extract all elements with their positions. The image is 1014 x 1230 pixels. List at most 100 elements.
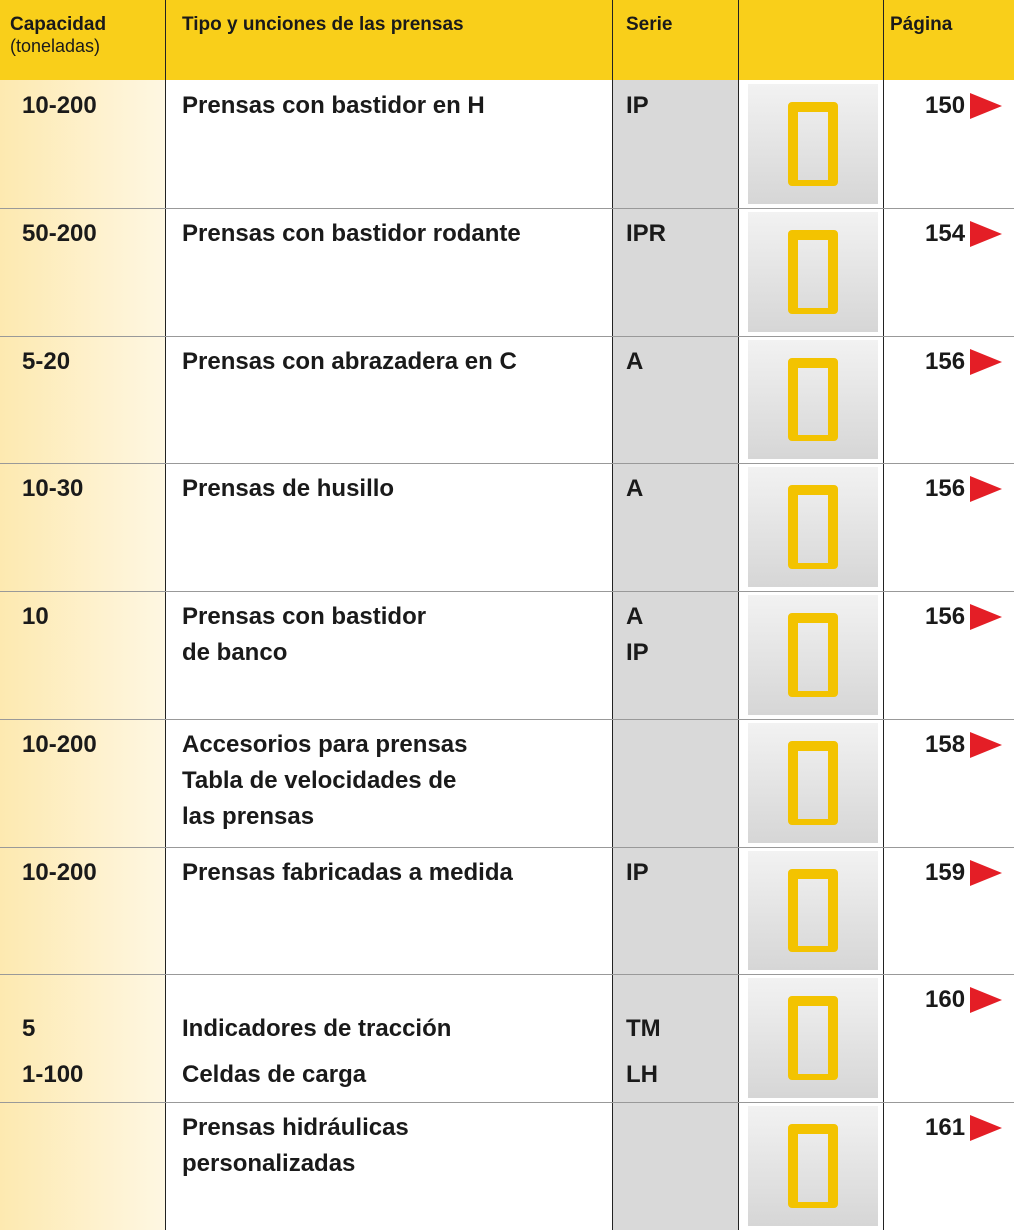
header-series: Serie xyxy=(626,14,673,35)
type-line: Celdas de carga xyxy=(182,1061,367,1089)
capacity: 10-200 xyxy=(22,855,97,891)
capacity-column xyxy=(0,80,165,1230)
type-line: Prensas con bastidor rodante xyxy=(182,219,521,247)
product-image xyxy=(748,1106,878,1226)
capacity: 10-30 xyxy=(22,471,83,507)
page-number: 154 xyxy=(925,219,966,247)
page-arrow xyxy=(970,348,1002,375)
page-arrow xyxy=(970,731,1002,758)
page-arrow xyxy=(970,1115,1002,1142)
capacity: 5-20 xyxy=(22,344,70,380)
type-line: Prensas hidráulicas xyxy=(182,1114,409,1142)
row-rule xyxy=(0,718,1014,720)
page-arrow xyxy=(970,220,1002,247)
header-cell: Capacidad (toneladas) xyxy=(10,14,106,57)
product-image xyxy=(748,850,878,971)
series-line: IP xyxy=(626,858,649,886)
page-arrow xyxy=(970,476,1002,503)
series-line: A xyxy=(626,603,644,631)
capacity-line: 5 xyxy=(22,1015,36,1043)
type-line: de banco xyxy=(182,639,288,667)
series-line: IP xyxy=(626,92,649,119)
type-line: Prensas con bastidor en H xyxy=(182,92,485,119)
header-band xyxy=(0,0,1014,80)
type: Indicadores de tracción Celdas de carga xyxy=(182,1006,451,1098)
type: Prensas de husillo xyxy=(182,471,394,507)
series: A xyxy=(626,344,643,380)
row-rule xyxy=(0,463,1014,465)
page-number: 156 xyxy=(925,603,966,631)
type-line: Accesorios para prensas xyxy=(182,730,468,758)
product-shape xyxy=(788,868,838,953)
product-image xyxy=(748,595,878,715)
row-rule xyxy=(0,335,1014,337)
capacity-line: 10-200 xyxy=(22,858,97,886)
product-image xyxy=(748,978,878,1099)
type: Prensas con bastidor en H xyxy=(182,88,485,124)
product-image xyxy=(748,722,878,843)
product-shape xyxy=(788,357,838,442)
product-shape xyxy=(788,101,838,186)
page-number: 156 xyxy=(925,475,966,503)
header-type: Tipo y unciones de las prensas xyxy=(182,14,464,35)
column-rule xyxy=(738,0,739,1230)
page-arrow xyxy=(970,93,1002,119)
product-shape xyxy=(788,485,838,570)
row-rule xyxy=(0,846,1014,848)
capacity: 10-200 xyxy=(22,88,97,124)
series-line: A xyxy=(626,475,644,503)
series: A xyxy=(626,471,643,507)
type-line: Prensas con abrazadera en C xyxy=(182,347,517,375)
page-number: 158 xyxy=(925,730,966,758)
series: A IP xyxy=(626,599,649,671)
row-rule xyxy=(0,1102,1014,1104)
product-image xyxy=(748,84,878,204)
product-shape xyxy=(788,740,838,825)
page-number: 159 xyxy=(925,858,966,886)
series-line: LH xyxy=(626,1061,658,1089)
page-arrow xyxy=(970,859,1002,886)
column-rule xyxy=(883,0,884,1230)
type: Prensas con bastidor rodante xyxy=(182,216,521,252)
column-rule xyxy=(612,0,613,1230)
series: TM LH xyxy=(626,1006,661,1098)
header-page: Página xyxy=(890,14,953,35)
type-line: las prensas xyxy=(182,802,315,830)
type-line: Tabla de velocidades de xyxy=(182,766,457,794)
type: Prensas con bastidor de banco xyxy=(182,599,426,671)
capacity: 10-200 xyxy=(22,727,97,763)
page-arrow xyxy=(970,987,1002,1014)
type-line: Prensas fabricadas a medida xyxy=(182,858,513,886)
series-line: A xyxy=(626,347,644,375)
type-line: personalizadas xyxy=(182,1150,356,1178)
page-number: 156 xyxy=(925,347,966,375)
page-arrow xyxy=(970,604,1002,631)
type-line: Prensas de husillo xyxy=(182,475,395,503)
type: Accesorios para prensas Tabla de velocida… xyxy=(182,727,467,835)
page-number: 160 xyxy=(925,986,966,1014)
series: IPR xyxy=(626,216,666,252)
capacity: 10 xyxy=(22,599,49,635)
type: Prensas con abrazadera en C xyxy=(182,344,517,380)
row-rule xyxy=(0,207,1014,209)
capacity-line: 10-200 xyxy=(22,92,97,119)
capacity: 5 1-100 xyxy=(22,1006,83,1098)
series: IP xyxy=(626,855,649,891)
product-shape xyxy=(788,996,838,1081)
page-number: 150 xyxy=(925,92,966,119)
product-shape xyxy=(788,613,838,697)
type: Prensas hidráulicas personalizadas xyxy=(182,1110,409,1182)
product-shape xyxy=(788,1124,838,1208)
header-unit: (toneladas) xyxy=(10,36,101,56)
capacity-line: 5-20 xyxy=(22,347,71,375)
type-line: Indicadores de tracción xyxy=(182,1015,452,1043)
series: IP xyxy=(626,88,649,124)
product-shape xyxy=(788,229,838,314)
series-line: TM xyxy=(626,1015,661,1043)
product-image xyxy=(748,467,878,588)
capacity-line: 10-30 xyxy=(22,475,84,503)
header-capacity: Capacidad xyxy=(10,14,107,35)
capacity-line: 10-200 xyxy=(22,730,97,758)
capacity-line: 1-100 xyxy=(22,1061,84,1089)
